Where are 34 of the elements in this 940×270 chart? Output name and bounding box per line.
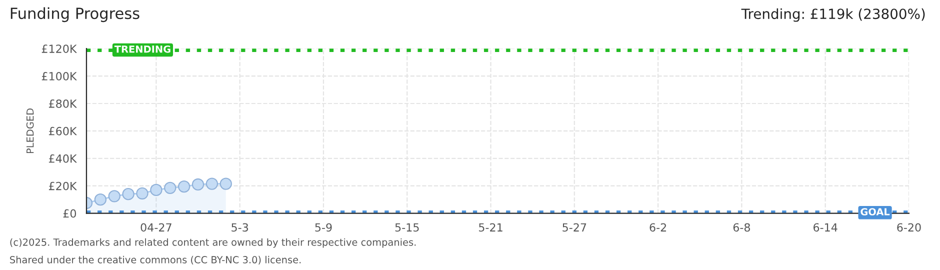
text: Trending: £119k (23800%) bbox=[741, 8, 925, 22]
y-tick-label: £100K bbox=[42, 72, 77, 80]
x-tick-label: 5-3 bbox=[232, 223, 248, 232]
point bbox=[94, 194, 106, 206]
point bbox=[192, 178, 204, 191]
x-tick-label: 6-20 bbox=[897, 223, 921, 232]
x-tick-label: 5-15 bbox=[395, 223, 419, 232]
point bbox=[108, 190, 120, 202]
y-tick-label: £0 bbox=[63, 209, 76, 218]
x-tick-label: 5-27 bbox=[562, 223, 586, 232]
x-tick-label: 6-14 bbox=[814, 223, 838, 232]
y-tick-label: £80K bbox=[48, 99, 77, 108]
point bbox=[136, 187, 148, 200]
y-tick-label: £120K bbox=[42, 44, 77, 53]
point bbox=[150, 184, 162, 196]
x-tick-label: 5-9 bbox=[315, 223, 332, 232]
x-tick-label: 04-27 bbox=[140, 223, 172, 232]
x-tick-label: 5-21 bbox=[479, 223, 502, 232]
x-tick-label: 6-2 bbox=[650, 223, 666, 232]
point bbox=[220, 178, 232, 190]
point bbox=[122, 188, 134, 200]
point bbox=[206, 178, 218, 190]
y-axis-title: PLEDGED bbox=[26, 108, 34, 154]
x-tick-label: 6-8 bbox=[733, 223, 750, 232]
y-tick-label: £20K bbox=[48, 182, 77, 190]
ref-line-label: TRENDING bbox=[114, 45, 170, 53]
ref-line-label: GOAL bbox=[860, 208, 890, 216]
text: (c)2025. Trademarks and related content are owned by their respective companies. bbox=[10, 238, 416, 248]
y-tick-label: £40K bbox=[48, 154, 77, 163]
point bbox=[164, 182, 176, 194]
point bbox=[178, 180, 190, 193]
chart-title: Funding Progress bbox=[10, 7, 140, 22]
text: Shared under the creative commons (CC BY-NC 3.0) license. bbox=[10, 256, 301, 265]
y-tick-label: £60K bbox=[48, 126, 77, 136]
